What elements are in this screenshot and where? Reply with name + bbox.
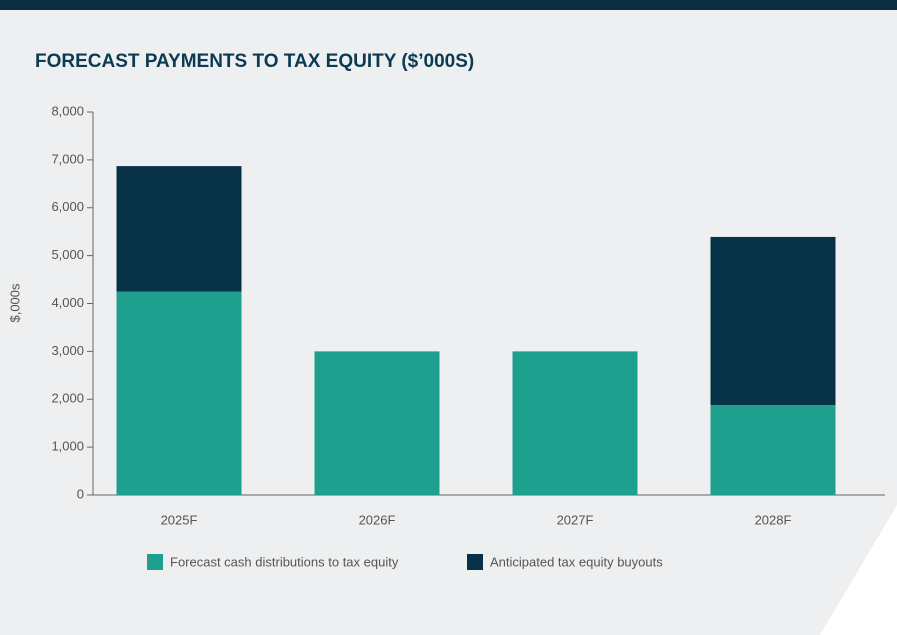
top-band: [0, 0, 897, 10]
bar-segment: [710, 236, 836, 405]
y-tick-label: 1,000: [51, 439, 84, 454]
y-tick-label: 2,000: [51, 391, 84, 406]
legend-label: Anticipated tax equity buyouts: [490, 554, 663, 569]
y-tick-label: 7,000: [51, 151, 84, 166]
y-tick-label: 0: [77, 486, 84, 501]
y-tick-label: 5,000: [51, 247, 84, 262]
y-tick-label: 4,000: [51, 295, 84, 310]
x-tick-label: 2027F: [557, 512, 594, 527]
bar-segment: [710, 404, 836, 495]
x-tick-label: 2025F: [161, 512, 198, 527]
y-tick-label: 6,000: [51, 199, 84, 214]
corner-cut: [820, 505, 897, 635]
legend-swatch: [147, 554, 163, 570]
legend-label: Forecast cash distributions to tax equit…: [170, 554, 399, 569]
legend-swatch: [467, 554, 483, 570]
bar-segment: [116, 291, 242, 495]
y-tick-label: 8,000: [51, 103, 84, 118]
y-axis-label: $,000s: [7, 283, 22, 323]
x-tick-label: 2028F: [755, 512, 792, 527]
bar-segment: [512, 351, 638, 495]
chart-title: FORECAST PAYMENTS TO TAX EQUITY ($’000S): [35, 51, 474, 72]
y-tick-label: 3,000: [51, 343, 84, 358]
bar-segment: [116, 166, 242, 292]
x-tick-label: 2026F: [359, 512, 396, 527]
bar-segment: [314, 351, 440, 495]
